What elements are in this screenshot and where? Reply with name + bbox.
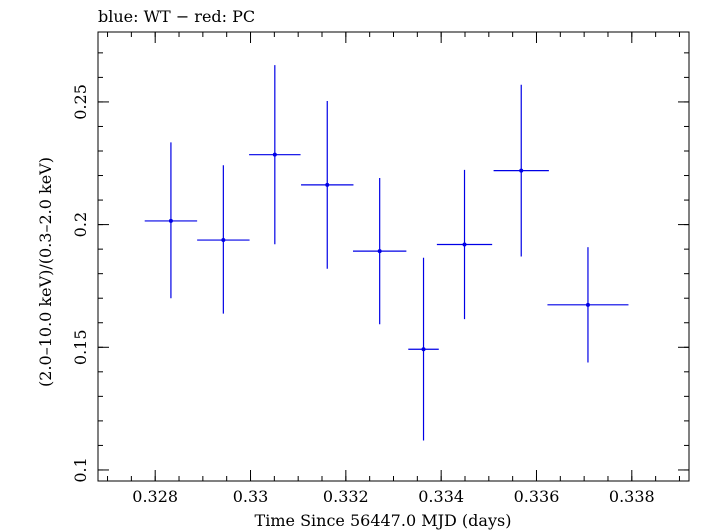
major-ticks bbox=[98, 32, 689, 481]
point-marker bbox=[221, 238, 226, 243]
data-point bbox=[352, 177, 407, 325]
point-marker bbox=[168, 218, 173, 223]
x-tick-label: 0.33 bbox=[233, 487, 269, 506]
point-marker bbox=[462, 242, 467, 247]
x-tick-label: 0.334 bbox=[418, 487, 464, 506]
point-marker bbox=[377, 249, 382, 254]
x-tick-label: 0.328 bbox=[132, 487, 178, 506]
point-marker bbox=[585, 302, 590, 307]
point-marker bbox=[519, 168, 524, 173]
chart-title: blue: WT − red: PC bbox=[98, 7, 255, 26]
x-tick-label: 0.338 bbox=[609, 487, 655, 506]
data-point bbox=[301, 100, 354, 269]
plot-frame bbox=[97, 31, 690, 482]
data-point bbox=[436, 169, 493, 320]
point-marker bbox=[272, 152, 277, 157]
data-point bbox=[249, 65, 301, 245]
data-series bbox=[144, 65, 629, 441]
x-tick-label: 0.336 bbox=[514, 487, 560, 506]
minor-ticks bbox=[98, 32, 689, 481]
point-marker bbox=[421, 347, 426, 352]
y-tick-label: 0.25 bbox=[71, 84, 90, 120]
x-tick-label: 0.332 bbox=[323, 487, 369, 506]
data-point bbox=[547, 247, 629, 363]
y-tick-label: 0.15 bbox=[71, 329, 90, 365]
y-tick-label: 0.1 bbox=[71, 457, 90, 482]
x-axis-label: Time Since 56447.0 MJD (days) bbox=[255, 511, 512, 530]
y-tick-label: 0.2 bbox=[71, 212, 90, 237]
point-marker bbox=[325, 182, 330, 187]
y-axis-label: (2.0–10.0 keV)/(0.3–2.0 keV) bbox=[36, 157, 55, 387]
data-point bbox=[493, 84, 549, 257]
x-tick-labels: 0.328 0.33 0.332 0.334 0.336 0.338 bbox=[132, 487, 654, 506]
data-point bbox=[197, 165, 250, 314]
data-point bbox=[144, 142, 198, 299]
data-point bbox=[408, 257, 439, 441]
y-tick-labels: 0.1 0.15 0.2 0.25 bbox=[71, 84, 90, 483]
